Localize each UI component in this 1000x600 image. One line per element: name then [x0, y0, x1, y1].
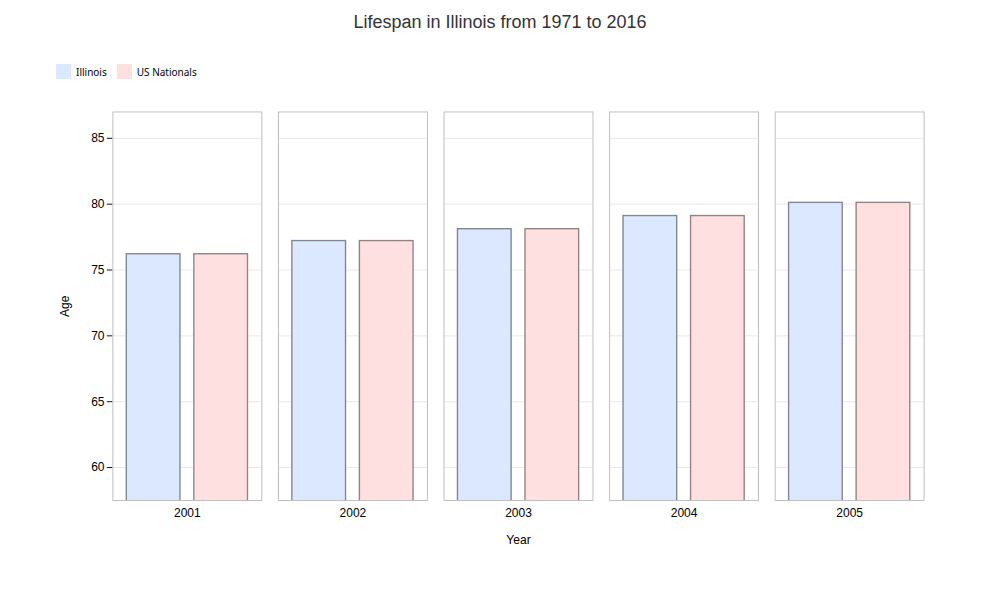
svg-text:Age: Age — [58, 295, 72, 317]
svg-text:70: 70 — [91, 329, 105, 343]
svg-text:65: 65 — [91, 395, 105, 409]
svg-text:2002: 2002 — [340, 506, 367, 520]
svg-text:60: 60 — [91, 460, 105, 474]
svg-text:2004: 2004 — [671, 506, 698, 520]
html-text:Illinois: Illinois — [76, 64, 107, 79]
svg-text:75: 75 — [91, 263, 105, 277]
svg-text:2003: 2003 — [505, 506, 532, 520]
html-text:US Nationals: US Nationals — [136, 64, 197, 79]
svg-text:80: 80 — [91, 197, 105, 211]
svg-text:2005: 2005 — [836, 506, 863, 520]
svg-text:2001: 2001 — [174, 506, 201, 520]
html-text:Lifespan in Illinois from 1971: Lifespan in Illinois from 1971 to 2016 — [353, 12, 647, 32]
svg-text:85: 85 — [91, 131, 105, 145]
svg-text:Year: Year — [506, 533, 530, 546]
